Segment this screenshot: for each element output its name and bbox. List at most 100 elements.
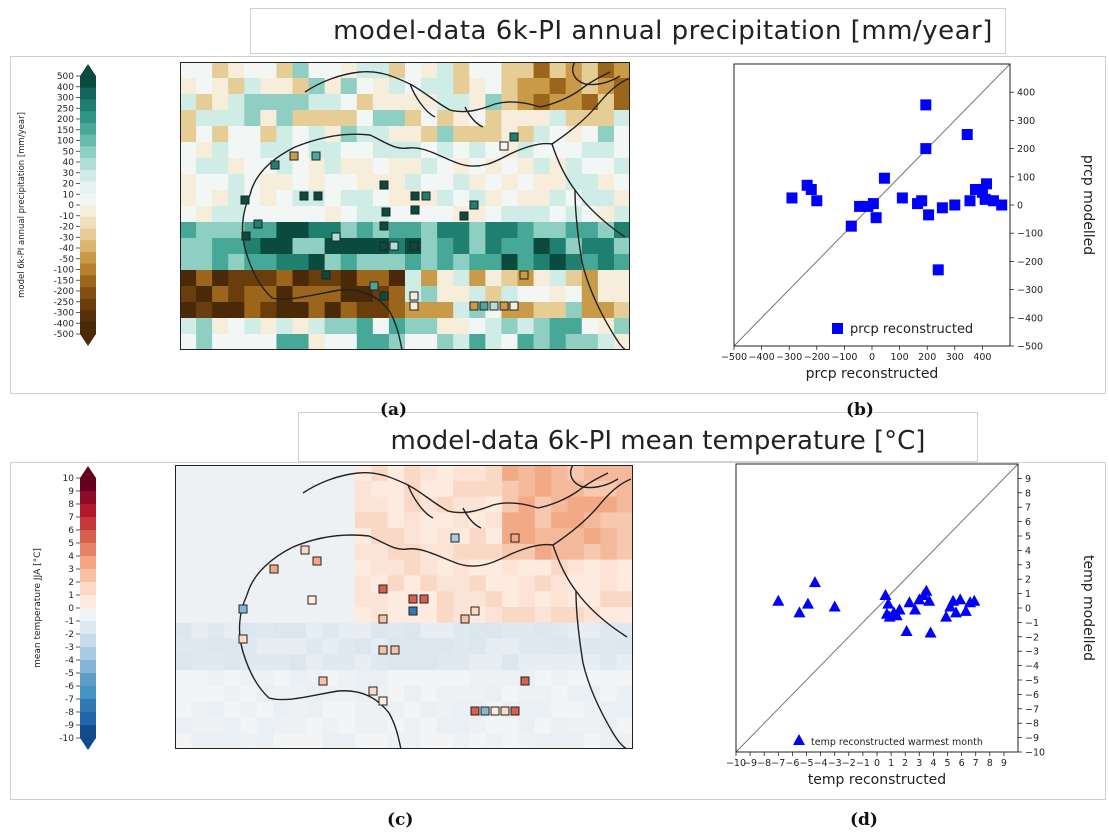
x-tick-label: −2 [842,758,856,769]
temp-colorbar-tick-label: -6 [65,682,74,692]
temp-map-cell [338,670,356,687]
temp-site-marker [450,533,460,543]
temp-map-cell [453,465,470,482]
precip-colorbar-tick-label: -40 [59,244,74,254]
temp-colorbar-band [80,530,96,544]
precip-map-cell [597,62,615,79]
precip-map-cell [372,78,390,95]
precip-map-cell [356,254,374,271]
temp-map-cell [256,480,274,498]
temp-map-cell [354,480,372,498]
temp-colorbar-band [80,491,96,505]
precip-map-cell [469,270,486,287]
temp-map-cell [224,543,241,561]
precip-map [180,62,630,350]
temp-map-cell [371,670,389,687]
precip-map-cell [421,318,438,335]
data-point [987,195,999,207]
precip-map-cell [180,78,197,95]
x-tick-label: 300 [946,352,964,363]
precip-map-cell [549,142,567,159]
x-axis-label: prcp reconstructed [806,366,939,382]
precip-colorbar-tick-label: -250 [54,298,75,308]
precip-map-cell [260,62,277,79]
precip-map-cell [613,206,630,223]
precip-map-cell [180,190,197,207]
precip-map-cell [549,302,567,319]
temp-site-marker [378,696,388,706]
temp-map-cell [583,622,601,640]
temp-site-marker [500,706,510,716]
precip-map-cell [485,110,502,127]
precip-map-cell [212,110,229,127]
temp-map-cell [534,465,552,482]
temp-map-cell [436,685,454,703]
temp-map-cell [240,733,258,749]
precip-map-cell [228,254,245,271]
temp-map-cell [289,654,307,671]
temp-map-cell [289,607,307,624]
precip-map-cell [613,270,630,287]
precip-map-cell [517,174,535,191]
x-tick-label: −6 [785,758,799,769]
temp-map-cell [354,670,372,687]
temp-map-cell [207,685,225,703]
precip-map-cell [196,270,213,287]
precip-map-cell [228,78,245,95]
coastlines [238,465,632,749]
precip-map-cell [276,158,293,175]
precip-map-cell [388,158,406,175]
y-axis-label: prcp modelled [1080,155,1096,255]
temp-map-cell [502,733,519,749]
precip-map-cell [597,190,615,207]
temp-map-cell [600,591,618,608]
precip-map-cell [196,142,213,159]
temp-map-cell [175,654,192,671]
precip-map-cell [260,206,277,223]
precip-site-marker [379,291,389,301]
precip-map-cell [437,318,454,335]
temp-map-cell [567,654,585,671]
precip-map-cell [517,62,535,79]
precip-map-cell [549,254,567,271]
precip-site-marker [410,191,420,201]
temp-map-cell [240,496,258,513]
temp-map-cell [616,733,633,749]
precip-map-cell [485,78,502,95]
precip-map-cell [613,302,630,319]
precip-map-cell [388,126,406,143]
temp-map-cell [371,559,389,576]
precip-map-cell [292,174,310,191]
precip-map-cell [356,206,374,223]
precip-map-cell [324,190,342,207]
precip-map-cell [244,238,261,255]
x-tick-label: −10 [726,758,746,769]
precip-map-cell [276,286,293,303]
precip-map-cell [356,238,374,255]
temp-map-cell [404,670,421,687]
temp-map-cell [502,480,519,498]
precip-map-cell [228,110,245,127]
precip-map-cell [501,318,518,335]
precip-map-cell [549,126,567,143]
precip-map-cell [613,94,630,111]
precip-map-cell [501,78,518,95]
precip-map-cell [244,126,261,143]
temp-map-cell [289,528,307,545]
precip-map-cell [212,190,229,207]
temp-map-cell [502,512,519,529]
temp-colorbar-tick-label: 8 [68,500,74,510]
temp-map-cell [534,528,552,545]
temp-map-cell [436,733,454,749]
precip-map-cell [421,254,438,271]
x-tick-label: 100 [891,352,909,363]
temp-site-marker [520,676,530,686]
precip-map-cell [517,190,535,207]
temp-colorbar-tick-label: 3 [68,565,74,575]
temp-colorbar-band [80,712,96,726]
precip-map-cell [533,94,551,111]
precip-map-cell [276,270,293,287]
temp-map-cell [273,591,290,608]
temp-map-cell [338,480,356,498]
x-tick-label: −300 [776,352,802,363]
